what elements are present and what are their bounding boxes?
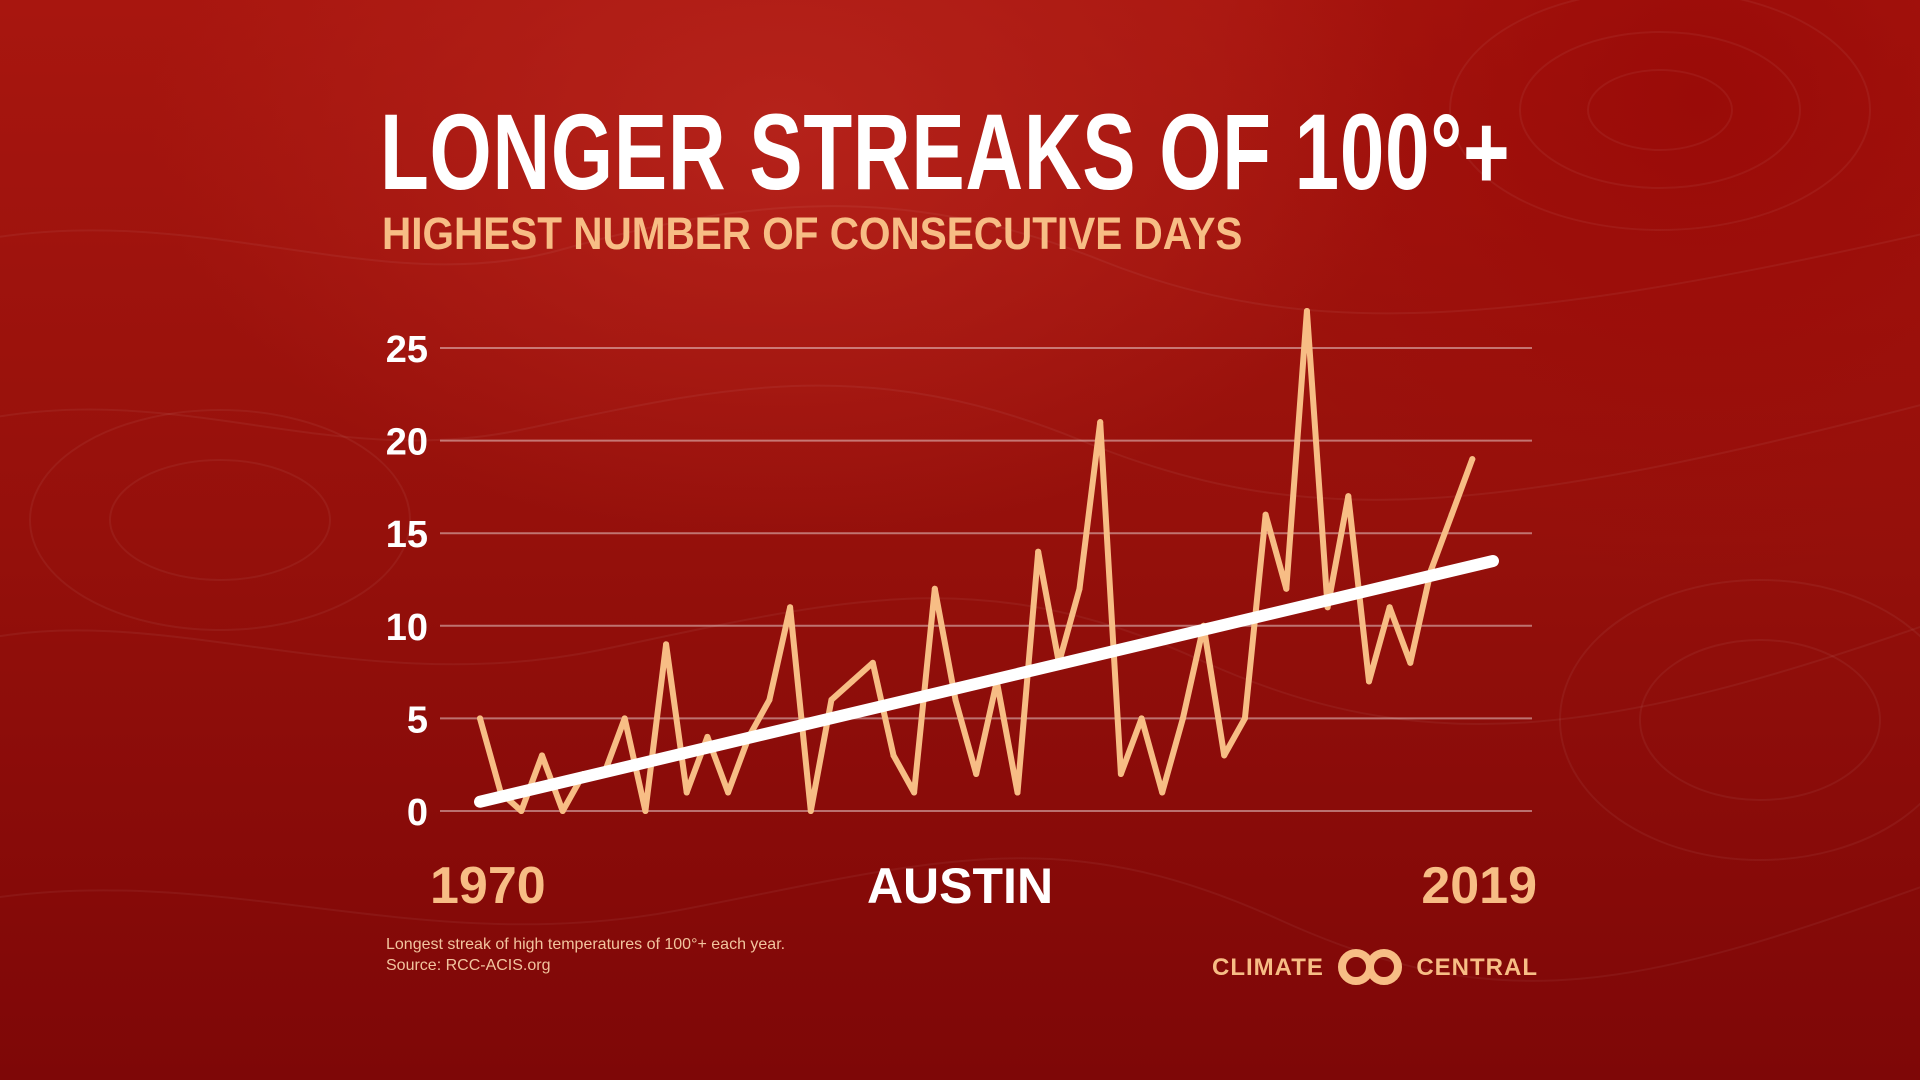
data-point (1448, 511, 1455, 518)
data-point (1241, 715, 1248, 722)
data-point (559, 808, 566, 814)
y-tick-label: 15 (386, 514, 428, 556)
brand-name-right: CENTRAL (1416, 954, 1538, 981)
data-point (807, 808, 814, 814)
data-point (725, 789, 732, 796)
interlocking-rings-icon (1338, 949, 1402, 985)
data-point (477, 715, 483, 722)
data-point (1262, 511, 1269, 518)
data-point (1283, 585, 1290, 592)
data-point (911, 789, 918, 796)
data-point (890, 752, 897, 759)
contour-ring (1519, 31, 1801, 189)
data-point (1407, 659, 1414, 666)
x-end-label: 2019 (1421, 857, 1537, 915)
contour-ring (1587, 69, 1733, 151)
data-point (828, 696, 835, 703)
y-tick-label: 25 (386, 329, 428, 371)
data-point (1159, 789, 1166, 796)
data-point (663, 641, 670, 648)
data-point (642, 808, 649, 814)
data-point (1097, 419, 1104, 426)
footnote: Longest streak of high temperatures of 1… (386, 934, 785, 976)
chart-subtitle: HIGHEST NUMBER OF CONSECUTIVE DAYS (382, 208, 1243, 259)
data-point (952, 696, 959, 703)
data-point (683, 789, 690, 796)
y-axis-ticks: 0 5 10 15 20 25 (386, 329, 428, 834)
data-point (518, 808, 525, 814)
y-tick-label: 5 (407, 699, 428, 741)
data-point (1014, 789, 1021, 796)
brand-logo: CLIMATE CENTRAL (1212, 946, 1538, 986)
contour-ring (1449, 0, 1871, 231)
data-point (704, 733, 711, 740)
data-point (539, 752, 546, 759)
contour-ring (1559, 579, 1920, 861)
data-point (1138, 715, 1145, 722)
series-line (477, 308, 1476, 814)
data-point (1365, 678, 1372, 685)
data-point (869, 659, 876, 666)
data-point (1221, 752, 1228, 759)
contour-line (0, 205, 1920, 315)
y-tick-label: 0 (407, 792, 428, 834)
data-point (1303, 307, 1310, 314)
contour-line (0, 384, 1920, 501)
location-label: AUSTIN (867, 858, 1053, 914)
data-point (1179, 715, 1186, 722)
data-point (1345, 493, 1352, 500)
data-point (1386, 604, 1393, 611)
data-point (1469, 456, 1476, 463)
contour-ring (29, 409, 411, 631)
trend-line (474, 554, 1499, 808)
data-point (1035, 548, 1042, 555)
data-point (766, 696, 773, 703)
data-point (849, 678, 856, 685)
data-point (621, 715, 628, 722)
contour-line (0, 857, 1920, 982)
brand-name-left: CLIMATE (1212, 954, 1324, 981)
contour-ring (1639, 639, 1881, 801)
x-start-label: 1970 (430, 857, 546, 915)
data-point (973, 770, 980, 777)
data-point (787, 604, 794, 611)
data-point (1117, 770, 1124, 777)
y-tick-label: 20 (386, 422, 428, 464)
y-tick-label: 10 (386, 607, 428, 649)
contour-line (0, 597, 1920, 726)
footnote-source: Source: RCC-ACIS.org (386, 957, 551, 974)
data-point (1076, 585, 1083, 592)
data-point (931, 585, 938, 592)
footnote-description: Longest streak of high temperatures of 1… (386, 936, 786, 953)
contour-ring (109, 459, 331, 581)
